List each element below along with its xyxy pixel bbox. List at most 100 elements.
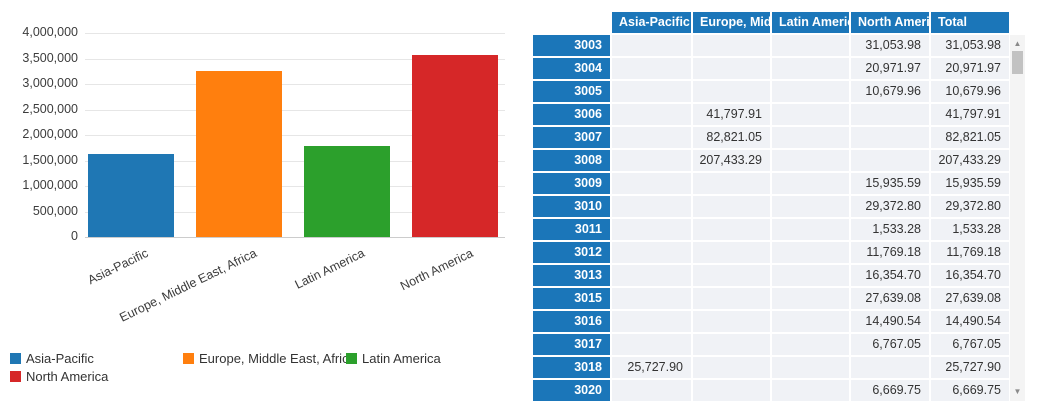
scroll-up-icon[interactable]: ▲ <box>1013 39 1022 48</box>
data-cell[interactable] <box>772 58 849 79</box>
data-cell[interactable]: 14,490.54 <box>931 311 1009 332</box>
scrollbar-track[interactable]: ▲ ▼ <box>1010 35 1025 401</box>
data-cell[interactable] <box>612 288 691 309</box>
data-cell[interactable] <box>693 334 770 355</box>
data-cell[interactable]: 27,639.08 <box>931 288 1009 309</box>
data-cell[interactable]: 82,821.05 <box>693 127 770 148</box>
row-header[interactable]: 3004 <box>533 58 610 79</box>
data-cell[interactable] <box>851 150 929 171</box>
data-cell[interactable]: 29,372.80 <box>851 196 929 217</box>
data-cell[interactable]: 11,769.18 <box>931 242 1009 263</box>
data-cell[interactable]: 1,533.28 <box>931 219 1009 240</box>
data-cell[interactable] <box>772 35 849 56</box>
data-cell[interactable]: 6,669.75 <box>851 380 929 401</box>
data-cell[interactable] <box>612 81 691 102</box>
data-cell[interactable]: 207,433.29 <box>931 150 1009 171</box>
data-cell[interactable] <box>772 357 849 378</box>
data-cell[interactable]: 1,533.28 <box>851 219 929 240</box>
data-cell[interactable]: 20,971.97 <box>851 58 929 79</box>
scroll-down-icon[interactable]: ▼ <box>1013 387 1022 396</box>
bar-north-america[interactable] <box>412 55 499 237</box>
data-cell[interactable] <box>772 173 849 194</box>
data-cell[interactable]: 25,727.90 <box>931 357 1009 378</box>
data-cell[interactable] <box>693 242 770 263</box>
data-cell[interactable]: 25,727.90 <box>612 357 691 378</box>
data-cell[interactable] <box>772 242 849 263</box>
data-cell[interactable] <box>693 173 770 194</box>
data-cell[interactable] <box>772 334 849 355</box>
data-cell[interactable]: 11,769.18 <box>851 242 929 263</box>
column-header-latin-america[interactable]: Latin America <box>772 12 849 33</box>
row-header[interactable]: 3009 <box>533 173 610 194</box>
row-header[interactable]: 3003 <box>533 35 610 56</box>
column-header-asia-pacific[interactable]: Asia-Pacific <box>612 12 691 33</box>
legend-item-asia-pacific[interactable]: Asia-Pacific <box>10 351 94 366</box>
row-header[interactable]: 3010 <box>533 196 610 217</box>
data-cell[interactable]: 31,053.98 <box>931 35 1009 56</box>
data-cell[interactable] <box>612 196 691 217</box>
data-cell[interactable] <box>612 265 691 286</box>
row-header[interactable]: 3020 <box>533 380 610 401</box>
data-cell[interactable]: 27,639.08 <box>851 288 929 309</box>
data-cell[interactable] <box>693 265 770 286</box>
data-cell[interactable]: 10,679.96 <box>931 81 1009 102</box>
data-cell[interactable] <box>772 127 849 148</box>
data-cell[interactable]: 6,669.75 <box>931 380 1009 401</box>
data-cell[interactable] <box>612 58 691 79</box>
data-cell[interactable]: 207,433.29 <box>693 150 770 171</box>
data-cell[interactable]: 16,354.70 <box>851 265 929 286</box>
data-cell[interactable] <box>772 288 849 309</box>
bar-europe-middle-east-africa[interactable] <box>195 71 282 237</box>
data-cell[interactable] <box>772 150 849 171</box>
data-cell[interactable] <box>772 196 849 217</box>
row-header[interactable]: 3006 <box>533 104 610 125</box>
data-cell[interactable] <box>612 173 691 194</box>
row-header[interactable]: 3016 <box>533 311 610 332</box>
data-cell[interactable] <box>693 58 770 79</box>
data-cell[interactable] <box>851 104 929 125</box>
data-cell[interactable] <box>693 288 770 309</box>
row-header[interactable]: 3008 <box>533 150 610 171</box>
data-cell[interactable]: 6,767.05 <box>931 334 1009 355</box>
column-header-europe-middle-east-africa[interactable]: Europe, Middle East, Africa <box>693 12 770 33</box>
data-cell[interactable] <box>612 311 691 332</box>
data-cell[interactable] <box>851 357 929 378</box>
data-cell[interactable] <box>772 380 849 401</box>
column-header-north-america[interactable]: North America <box>851 12 929 33</box>
data-cell[interactable] <box>693 380 770 401</box>
data-cell[interactable]: 10,679.96 <box>851 81 929 102</box>
data-cell[interactable]: 41,797.91 <box>931 104 1009 125</box>
legend-item-north-america[interactable]: North America <box>10 369 108 384</box>
row-header[interactable]: 3015 <box>533 288 610 309</box>
data-cell[interactable] <box>693 35 770 56</box>
data-cell[interactable] <box>693 357 770 378</box>
data-cell[interactable] <box>612 127 691 148</box>
data-cell[interactable] <box>612 219 691 240</box>
row-header[interactable]: 3012 <box>533 242 610 263</box>
legend-item-latin-america[interactable]: Latin America <box>346 351 441 366</box>
scrollbar-thumb[interactable] <box>1012 51 1023 74</box>
data-cell[interactable] <box>612 104 691 125</box>
row-header[interactable]: 3017 <box>533 334 610 355</box>
data-cell[interactable] <box>851 127 929 148</box>
data-cell[interactable]: 15,935.59 <box>931 173 1009 194</box>
data-cell[interactable] <box>693 311 770 332</box>
data-cell[interactable] <box>772 265 849 286</box>
data-cell[interactable] <box>693 81 770 102</box>
data-cell[interactable] <box>772 311 849 332</box>
data-cell[interactable] <box>612 380 691 401</box>
data-cell[interactable] <box>612 150 691 171</box>
data-cell[interactable]: 16,354.70 <box>931 265 1009 286</box>
row-header[interactable]: 3007 <box>533 127 610 148</box>
data-cell[interactable] <box>612 35 691 56</box>
data-cell[interactable]: 20,971.97 <box>931 58 1009 79</box>
data-cell[interactable] <box>693 196 770 217</box>
data-cell[interactable]: 6,767.05 <box>851 334 929 355</box>
bar-latin-america[interactable] <box>304 146 391 237</box>
column-header-total[interactable]: Total <box>931 12 1009 33</box>
data-cell[interactable] <box>772 219 849 240</box>
row-header[interactable]: 3005 <box>533 81 610 102</box>
data-cell[interactable]: 14,490.54 <box>851 311 929 332</box>
data-cell[interactable]: 41,797.91 <box>693 104 770 125</box>
data-cell[interactable] <box>612 242 691 263</box>
